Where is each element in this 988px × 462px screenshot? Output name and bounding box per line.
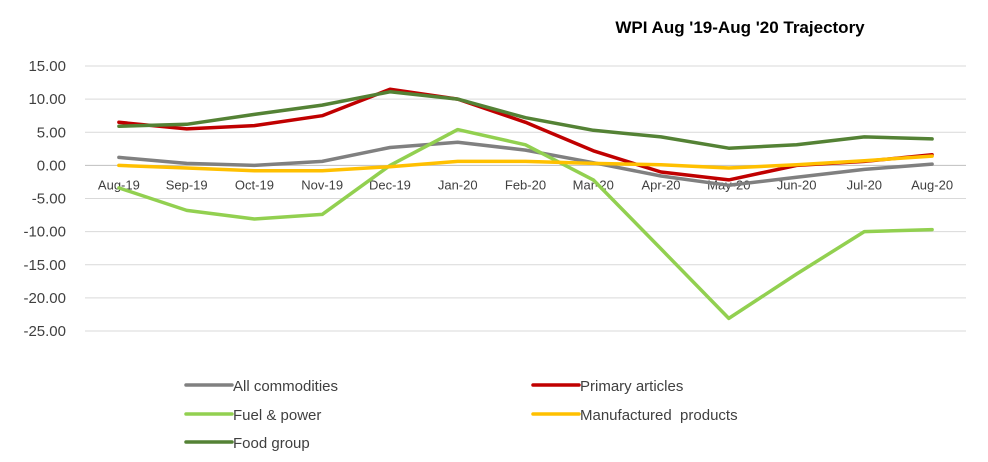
series-lines <box>117 87 934 321</box>
gridlines <box>85 65 966 332</box>
y-tick-label: -25.00 <box>23 323 66 340</box>
y-tick-label: 15.00 <box>28 58 66 75</box>
y-tick-label: 5.00 <box>37 124 66 141</box>
series-line-0 <box>117 140 934 188</box>
x-tick-label: Jan-20 <box>438 177 478 192</box>
series-line-2 <box>117 127 934 321</box>
series-line-4 <box>117 90 934 150</box>
x-axis-ticks: Aug-19 Sep-19 Oct-19 Nov-19 Dec-19 Jan-20 Feb-… <box>98 177 953 192</box>
x-tick-label: Sep-19 <box>166 177 208 192</box>
series-line-3 <box>117 154 934 173</box>
x-tick-label: Aug-20 <box>911 177 953 192</box>
x-tick-label: Dec-19 <box>369 177 411 192</box>
legend-label-3: Manufactured products <box>580 407 738 424</box>
legend-label-0: All commodities <box>233 378 338 395</box>
chart-title: WPI Aug '19-Aug '20 Trajectory <box>615 18 865 37</box>
legend-label-4: Food group <box>233 435 310 452</box>
y-tick-label: -5.00 <box>32 191 66 208</box>
x-tick-label: Feb-20 <box>505 177 546 192</box>
y-tick-label: 10.00 <box>28 91 66 108</box>
x-tick-label: Jul-20 <box>847 177 882 192</box>
legend: All commodities Primary articles Fuel & po… <box>184 378 738 452</box>
x-tick-label: Aug-19 <box>98 177 140 192</box>
y-tick-label: -20.00 <box>23 290 66 307</box>
legend-label-1: Primary articles <box>580 378 683 395</box>
y-axis-ticks: 15.00 10.00 5.00 0.00 -5.00 -10.00 -15.00 -20.0… <box>23 58 66 340</box>
y-tick-label: -10.00 <box>23 224 66 241</box>
x-tick-label: Apr-20 <box>642 177 681 192</box>
legend-label-2: Fuel & power <box>233 407 321 424</box>
x-tick-label: Jun-20 <box>777 177 817 192</box>
y-tick-label: 0.00 <box>37 157 66 174</box>
x-tick-label: Oct-19 <box>235 177 274 192</box>
y-tick-label: -15.00 <box>23 257 66 274</box>
x-tick-label: Nov-19 <box>301 177 343 192</box>
